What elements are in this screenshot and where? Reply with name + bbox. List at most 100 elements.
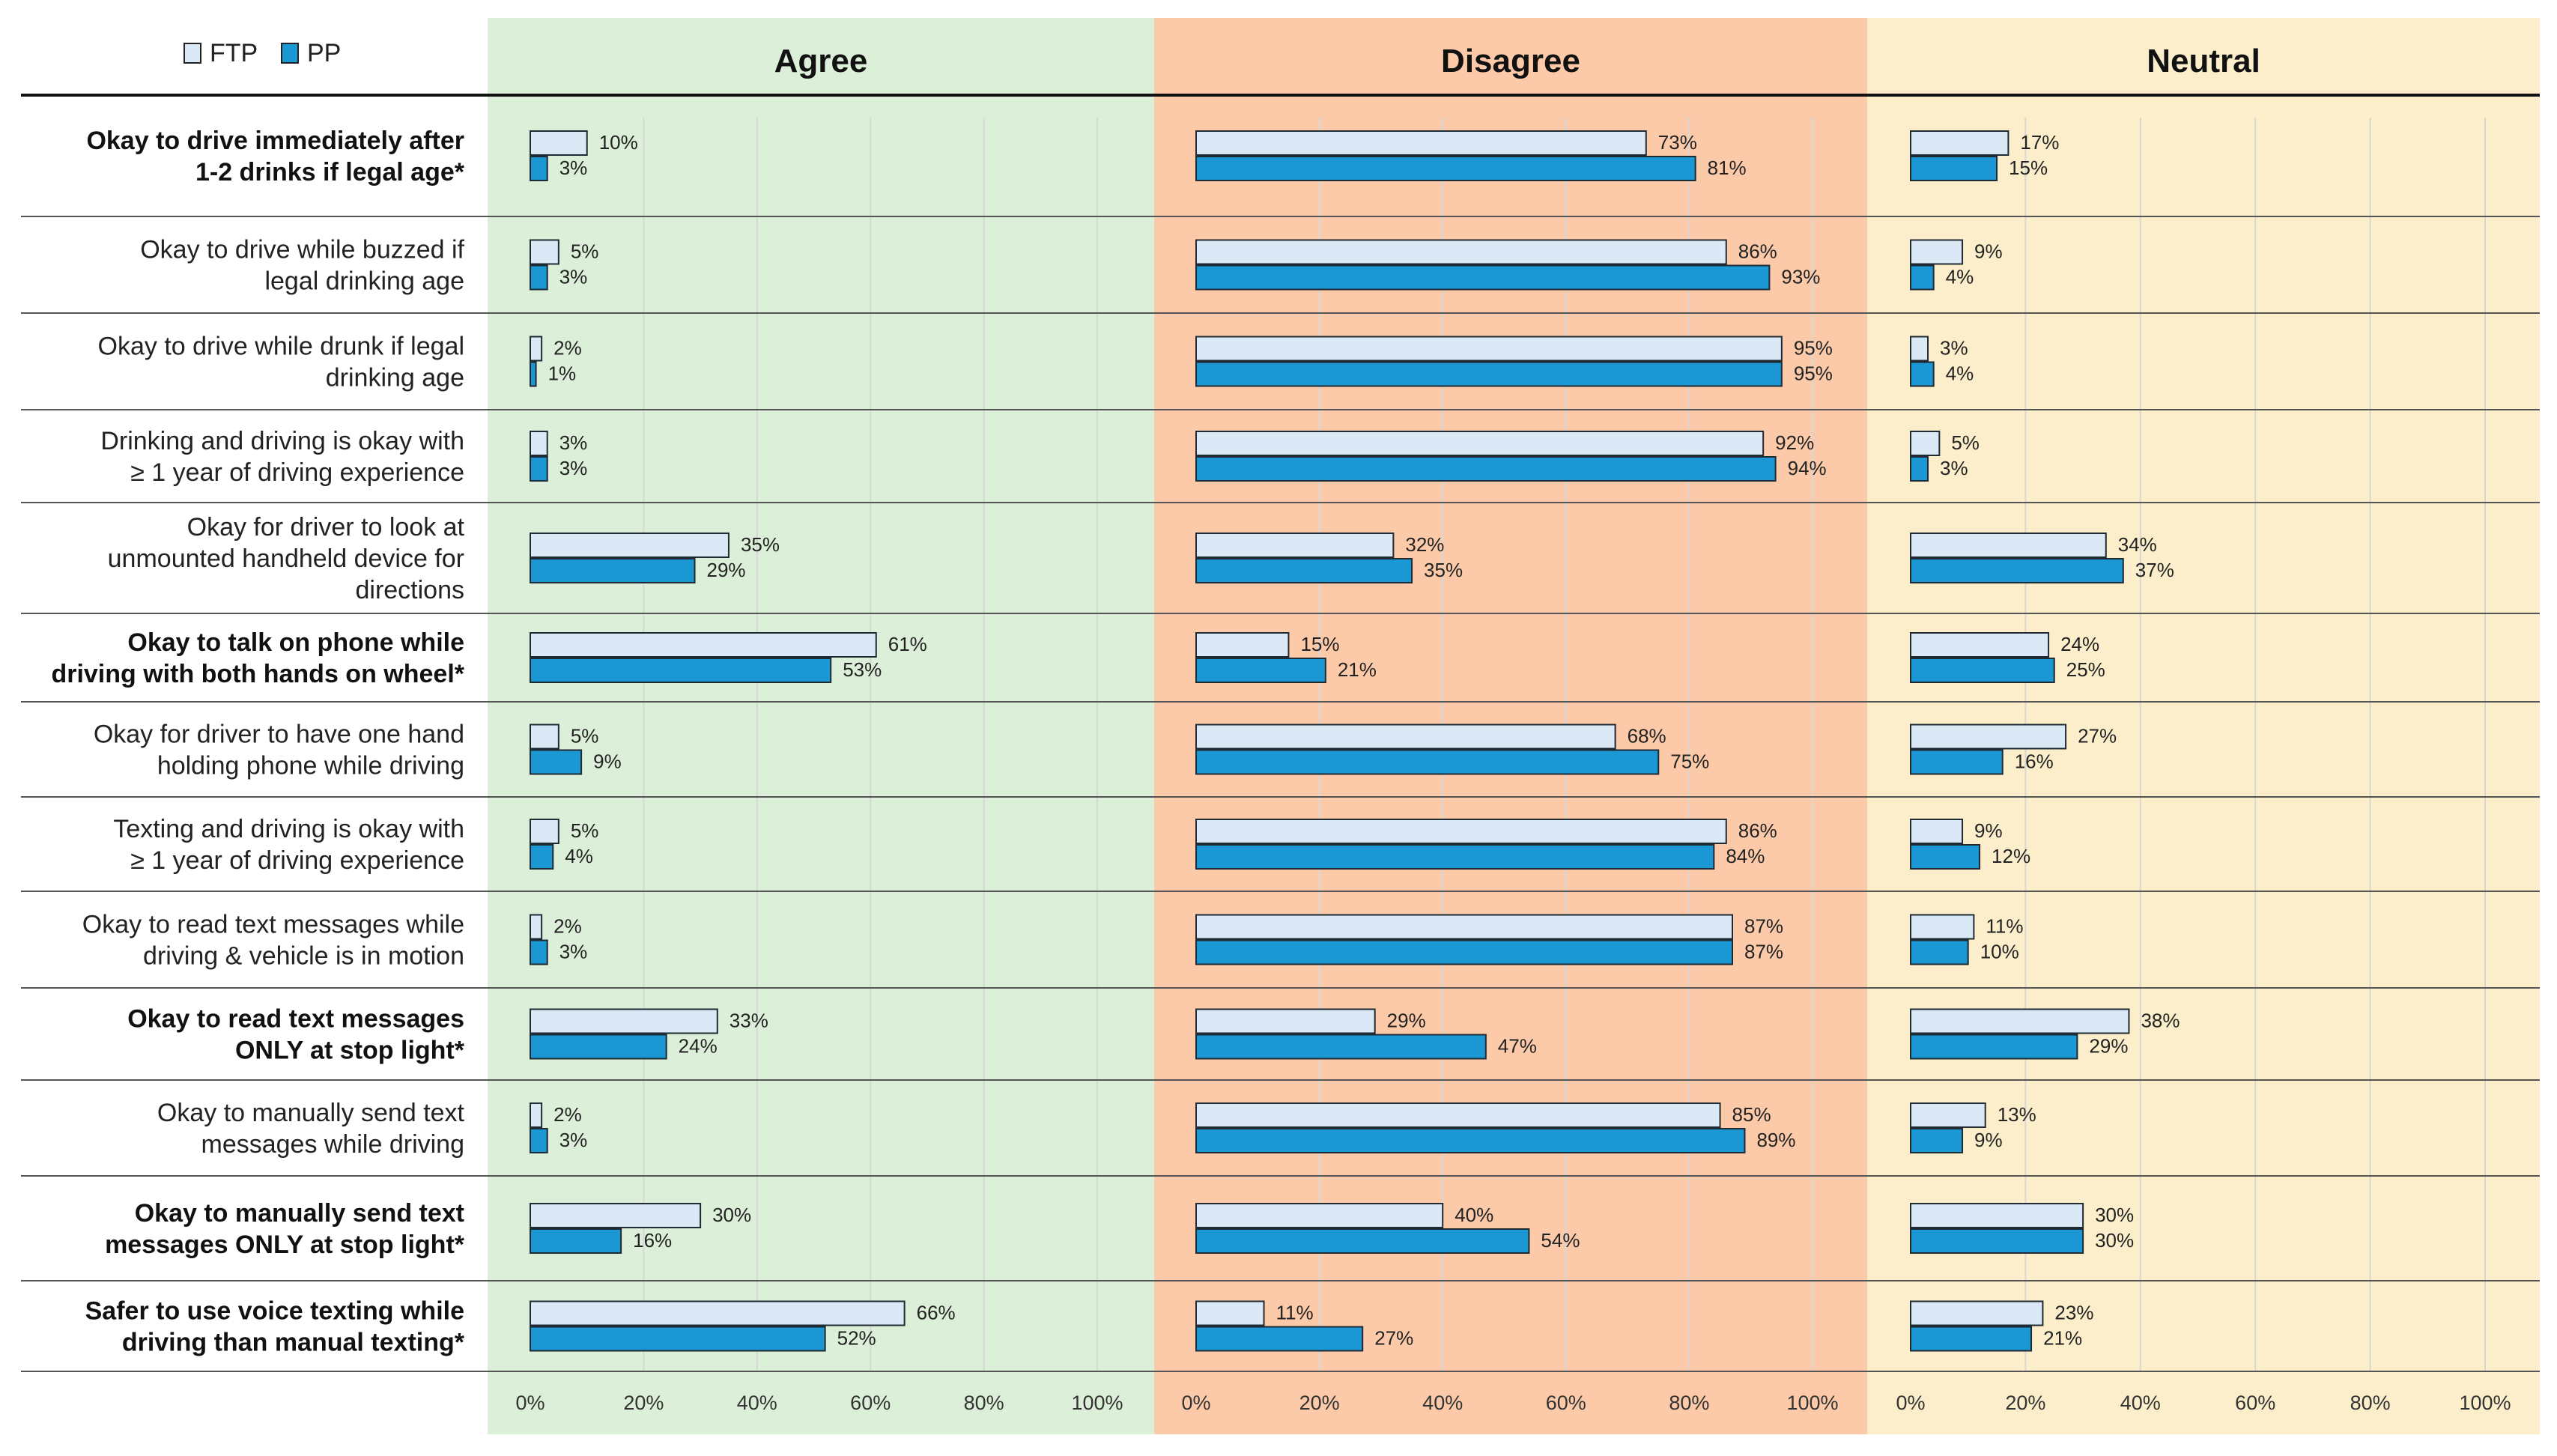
category-label-line: driving & vehicle is in motion	[143, 942, 464, 971]
bar-ftp-disagree	[1195, 1203, 1444, 1228]
bar-ftp-neutral	[1910, 1300, 2044, 1326]
data-label-ftp-disagree: 29%	[1387, 1010, 1426, 1032]
bar-ftp-agree	[530, 1203, 702, 1228]
bar-pp-neutral	[1910, 1326, 2033, 1352]
category-label: Okay to manually send text messages while…	[157, 1099, 465, 1159]
bar-pp-agree	[530, 658, 832, 683]
bar-pp-agree	[530, 456, 548, 482]
data-label-pp-agree: 3%	[559, 266, 588, 288]
panel-title-neutral: Neutral	[2147, 43, 2260, 79]
data-label-pp-agree: 24%	[679, 1035, 718, 1058]
x-tick-label-disagree: 80%	[1669, 1392, 1709, 1414]
x-tick-label-agree: 0%	[515, 1392, 545, 1414]
category-label-line: messages ONLY at stop light*	[105, 1231, 465, 1259]
data-label-ftp-neutral: 9%	[1974, 819, 2003, 842]
panel-title-agree: Agree	[774, 43, 868, 79]
bar-pp-disagree	[1195, 456, 1777, 482]
data-label-pp-neutral: 4%	[1946, 363, 1974, 385]
category-label: Okay to read text messages ONLY at stop l…	[127, 1005, 465, 1065]
bar-ftp-disagree	[1195, 239, 1727, 265]
bar-pp-neutral	[1910, 264, 1935, 291]
x-tick-label-disagree: 0%	[1181, 1392, 1210, 1414]
bar-pp-agree	[530, 1326, 826, 1352]
bar-ftp-neutral	[1910, 1203, 2084, 1228]
bar-pp-neutral	[1910, 844, 1981, 870]
data-label-pp-disagree: 21%	[1338, 658, 1377, 681]
category-label-line: Okay to manually send text	[135, 1199, 464, 1228]
category-label-line: Okay to manually send text	[157, 1099, 465, 1127]
bar-pp-disagree	[1195, 844, 1715, 870]
x-tick-label-agree: 40%	[737, 1392, 777, 1414]
category-label-line: drinking age	[326, 364, 464, 392]
data-label-pp-agree: 29%	[707, 559, 746, 581]
category-label-line: unmounted handheld device for	[108, 545, 464, 573]
bar-ftp-neutral	[1910, 819, 1964, 844]
category-label: Okay to talk on phone while driving with …	[51, 628, 464, 688]
data-label-pp-agree: 3%	[559, 457, 588, 479]
bar-ftp-agree	[530, 533, 730, 558]
bar-pp-neutral	[1910, 558, 2124, 583]
bar-ftp-disagree	[1195, 431, 1765, 456]
category-label-line: Okay to talk on phone while	[127, 628, 464, 657]
x-tick-label-neutral: 40%	[2120, 1392, 2161, 1414]
data-label-ftp-disagree: 40%	[1455, 1204, 1493, 1226]
data-label-pp-agree: 3%	[559, 1129, 588, 1151]
data-label-pp-neutral: 4%	[1946, 266, 1974, 288]
bar-pp-agree	[530, 844, 554, 870]
data-label-pp-neutral: 9%	[1974, 1129, 2003, 1151]
bar-ftp-agree	[530, 336, 543, 362]
data-label-ftp-neutral: 9%	[1974, 240, 2003, 263]
data-label-ftp-agree: 2%	[553, 915, 582, 938]
data-label-pp-disagree: 93%	[1781, 266, 1820, 288]
data-label-ftp-disagree: 32%	[1405, 533, 1444, 556]
x-tick-label-disagree: 40%	[1422, 1392, 1463, 1414]
data-label-ftp-disagree: 86%	[1738, 240, 1777, 263]
data-label-pp-neutral: 16%	[2015, 750, 2054, 773]
legend-label-pp: PP	[307, 39, 341, 67]
data-label-pp-neutral: 10%	[1980, 941, 2019, 963]
data-label-ftp-agree: 5%	[571, 725, 599, 747]
panel-background-agree	[488, 18, 1154, 1434]
bar-pp-neutral	[1910, 1128, 1964, 1153]
category-label-line: Drinking and driving is okay with	[100, 427, 464, 455]
bar-ftp-neutral	[1910, 724, 2067, 750]
data-label-pp-disagree: 75%	[1670, 750, 1709, 773]
data-label-ftp-agree: 5%	[571, 240, 599, 263]
bar-pp-agree	[530, 1034, 667, 1060]
bar-ftp-agree	[530, 914, 543, 940]
bar-pp-neutral	[1910, 1228, 2084, 1254]
data-label-pp-neutral: 30%	[2095, 1229, 2134, 1252]
x-tick-label-disagree: 20%	[1299, 1392, 1340, 1414]
data-label-pp-disagree: 47%	[1498, 1035, 1537, 1058]
data-label-pp-neutral: 37%	[2135, 559, 2174, 581]
data-label-ftp-neutral: 27%	[2078, 725, 2117, 747]
category-label-line: Okay for driver to have one hand	[94, 721, 464, 749]
category-label-line: Okay to read text messages while	[82, 911, 464, 939]
bar-pp-agree	[530, 1228, 622, 1254]
x-tick-label-agree: 60%	[850, 1392, 891, 1414]
data-label-pp-neutral: 25%	[2066, 658, 2105, 681]
bar-ftp-neutral	[1910, 431, 1941, 456]
category-label-line: Okay to drive while drunk if legal	[98, 333, 464, 361]
data-label-pp-neutral: 12%	[1992, 845, 2030, 867]
bar-ftp-neutral	[1910, 632, 2050, 658]
category-label-line: 1-2 drinks if legal age*	[195, 158, 465, 186]
bar-ftp-disagree	[1195, 819, 1727, 844]
bar-pp-neutral	[1910, 749, 2004, 775]
data-label-ftp-agree: 3%	[559, 431, 588, 454]
bar-pp-disagree	[1195, 749, 1660, 775]
data-label-ftp-agree: 2%	[553, 1103, 582, 1126]
bar-ftp-agree	[530, 239, 559, 265]
bar-ftp-agree	[530, 632, 877, 658]
bar-pp-agree	[530, 156, 548, 181]
data-label-pp-agree: 52%	[837, 1327, 876, 1350]
x-tick-label-disagree: 60%	[1546, 1392, 1586, 1414]
x-tick-label-agree: 20%	[623, 1392, 664, 1414]
bar-ftp-agree	[530, 819, 559, 844]
category-label-line: holding phone while driving	[157, 752, 464, 780]
bar-ftp-disagree	[1195, 914, 1734, 940]
data-label-ftp-disagree: 73%	[1658, 131, 1697, 154]
bar-ftp-disagree	[1195, 724, 1616, 750]
category-label-line: ONLY at stop light*	[235, 1037, 465, 1065]
data-label-ftp-agree: 10%	[599, 131, 638, 154]
